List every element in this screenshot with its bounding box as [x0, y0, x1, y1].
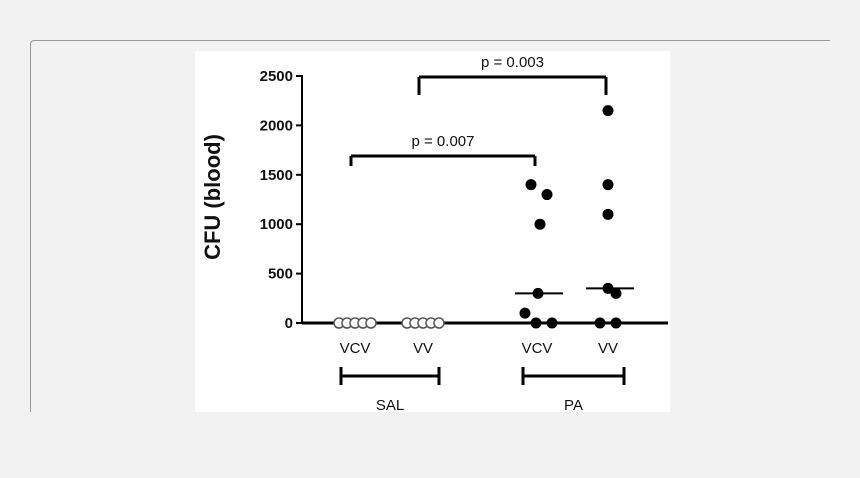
data-point — [534, 218, 546, 230]
p-value-label: p = 0.007 — [412, 133, 475, 150]
data-point — [519, 307, 531, 319]
data-point — [594, 317, 606, 329]
data-point-open — [365, 317, 377, 329]
points — [333, 105, 634, 329]
figure — [195, 51, 670, 412]
data-point — [602, 208, 614, 220]
x-tick-label: VV — [598, 340, 618, 357]
y-tick-label: 2500 — [260, 68, 293, 85]
x-tick-label: VCV — [522, 340, 553, 357]
y-tick-label: 0 — [285, 315, 293, 332]
annotations: p = 0.007 p = 0.003 — [349, 54, 608, 166]
data-point-open — [433, 317, 445, 329]
data-point — [602, 105, 614, 117]
y-tick-label: 500 — [268, 266, 293, 283]
y-tick-label: 1000 — [260, 216, 293, 233]
data-point — [525, 179, 537, 191]
p-value-label: p = 0.003 — [481, 54, 544, 71]
x-tick-label: VV — [413, 340, 433, 357]
group-label: PA — [564, 397, 583, 414]
y-tick-label: 1500 — [260, 167, 293, 184]
data-point — [610, 287, 622, 299]
data-point — [546, 317, 558, 329]
data-point — [610, 317, 622, 329]
data-point — [602, 179, 614, 191]
axes: 0 500 1000 1500 2000 2500 VCV VV VCV VV SAL PA — [260, 68, 668, 414]
y-axis-label: CFU (blood) — [200, 134, 225, 260]
x-tick-label: VCV — [340, 340, 371, 357]
y-tick-label: 2000 — [260, 117, 293, 134]
data-point — [530, 317, 542, 329]
group-label: SAL — [376, 397, 404, 414]
data-point — [541, 189, 553, 201]
